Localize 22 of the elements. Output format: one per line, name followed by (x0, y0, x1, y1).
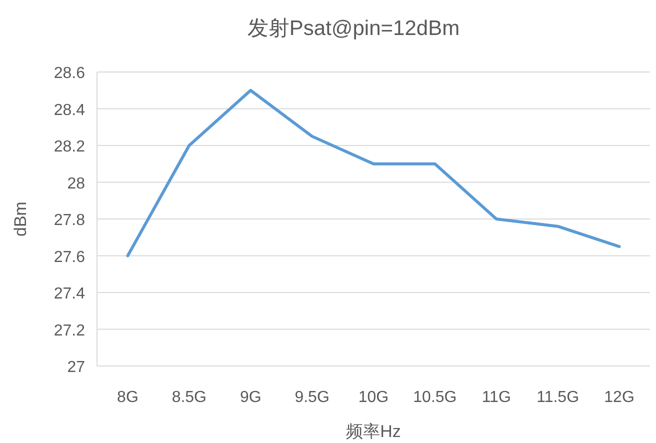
x-tick-label: 8G (117, 389, 138, 406)
x-tick-label: 11.5G (536, 389, 580, 406)
x-tick-label: 12G (604, 389, 634, 406)
y-tick-label: 27.8 (54, 212, 86, 229)
y-tick-label: 28.6 (54, 65, 86, 82)
y-axis-title: dBm (11, 202, 30, 236)
x-tick-label: 9G (240, 389, 262, 406)
chart-title: 发射Psat@pin=12dBm (247, 17, 460, 40)
y-tick-label: 28.4 (54, 102, 86, 119)
x-tick-label: 10G (358, 389, 389, 406)
y-tick-label: 27.4 (54, 286, 86, 302)
y-tick-label: 27.6 (54, 248, 86, 266)
y-tick-label: 27.2 (54, 322, 86, 340)
x-tick-label: 11G (482, 389, 511, 406)
x-axis-title: 频率Hz (346, 422, 401, 441)
line-series (126, 88, 621, 258)
y-tick-label: 27 (67, 359, 86, 376)
x-tick-label: 8.5G (172, 389, 207, 406)
y-tick-label: 28 (67, 175, 86, 192)
y-tick-label: 28.2 (54, 138, 86, 156)
x-tick-label: 9.5G (294, 389, 330, 406)
x-tick-label: 10.5G (413, 389, 457, 406)
